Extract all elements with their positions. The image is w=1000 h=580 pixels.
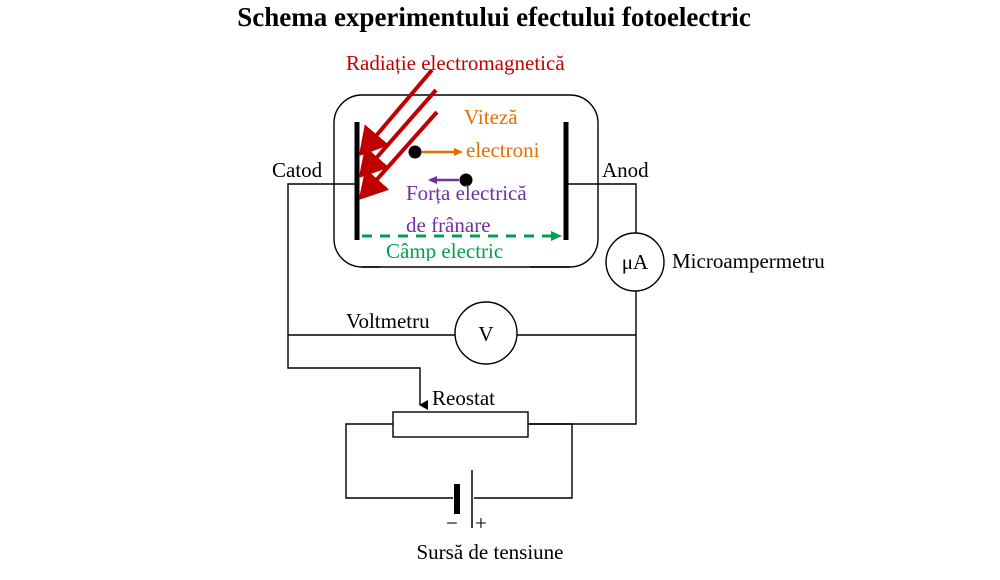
microammeter-symbol: μA [622,250,649,274]
diagram-title: Schema experimentului efectului fotoelec… [237,2,751,32]
wire-cathode-voltmeter [287,183,455,336]
radiation-arrows [358,68,439,200]
voltmeter [454,301,518,365]
electron-moving [408,145,422,159]
source-label: Sursă de tensiune [417,540,564,564]
voltmeter-symbol: V [478,322,493,346]
microammeter [605,232,665,292]
velocity-label-line2: electroni [466,138,540,162]
wire-anode-ammeter [566,183,637,233]
wire-rheostat-slider [287,335,428,410]
force-label-line1: Forța electrică [406,181,527,205]
microammeter-label: Microampermetru [672,249,825,273]
rheostat-label: Reostat [432,386,495,410]
circuit-wires [287,183,637,499]
field-label: Câmp electric [386,239,503,263]
wire-rheostat-left-battery [345,423,453,499]
radiation-arrow [358,110,439,200]
radiation-arrow [358,88,438,179]
velocity-label-line1: Viteză [464,105,518,129]
battery-minus-sign: − [446,511,458,535]
wire-ammeter-rheostat [528,291,637,425]
anode-label: Anod [602,158,649,182]
wire-rheostat-right-battery [474,423,573,499]
battery-plus-sign: + [475,511,487,535]
radiation-arrow [358,68,434,157]
radiation-label: Radiație electromagnetică [346,51,565,75]
voltmeter-label: Voltmetru [346,309,430,333]
force-label-line2: de frânare [406,213,491,237]
field-label-mask [380,261,530,271]
cathode-label: Catod [272,158,323,182]
rheostat [392,411,529,438]
electron-braked [459,173,473,187]
